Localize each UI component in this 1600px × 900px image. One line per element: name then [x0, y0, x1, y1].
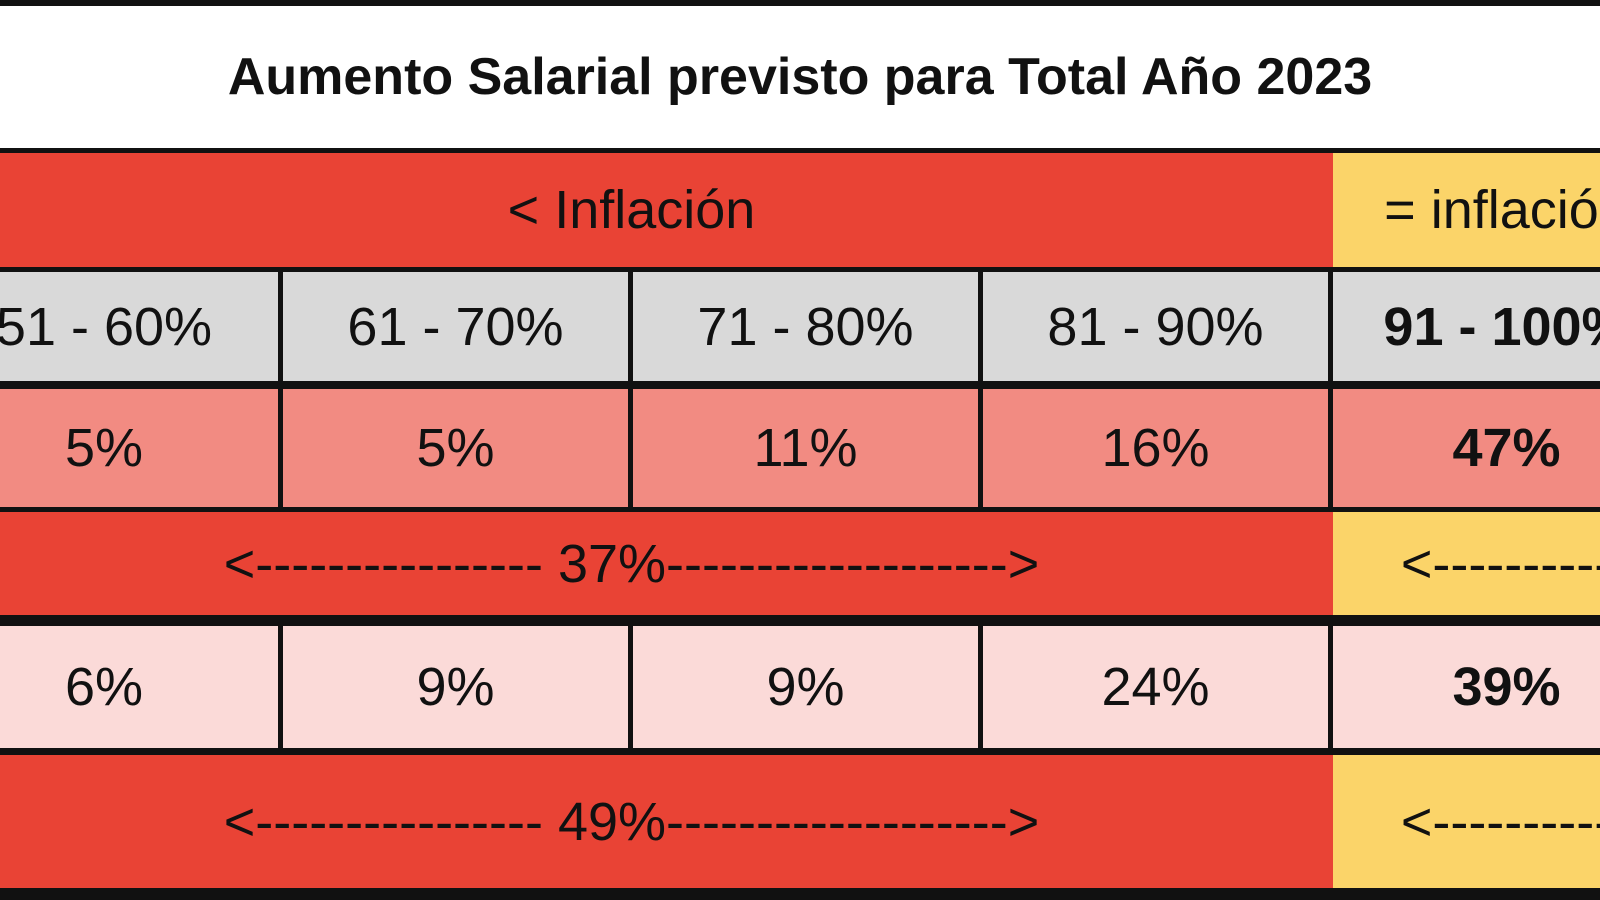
group-header: = inflación — [1333, 153, 1600, 267]
value-cell: 47% — [1333, 389, 1600, 507]
value-cell: 24% — [983, 626, 1328, 748]
value-cell: 16% — [983, 389, 1328, 507]
summary-cell: <---------------- 37%-------------------… — [0, 512, 1333, 615]
summary-cell: <---------- — [1333, 755, 1600, 888]
column-header: 91 - 100% — [1333, 272, 1600, 381]
value-cell: 39% — [1333, 626, 1600, 748]
value-cell: 11% — [633, 389, 978, 507]
title: Aumento Salarial previsto para Total Año… — [0, 6, 1600, 148]
column-header: 51 - 60% — [0, 272, 278, 381]
value-cell: 9% — [633, 626, 978, 748]
column-header: 61 - 70% — [283, 272, 628, 381]
value-cell: 5% — [0, 389, 278, 507]
value-cell: 5% — [283, 389, 628, 507]
summary-cell: <---------------- 49%-------------------… — [0, 755, 1333, 888]
summary-cell: <---------- — [1333, 512, 1600, 615]
column-header: 81 - 90% — [983, 272, 1328, 381]
value-cell: 9% — [283, 626, 628, 748]
group-header: < Inflación — [0, 153, 1333, 267]
column-header: 71 - 80% — [633, 272, 978, 381]
value-cell: 6% — [0, 626, 278, 748]
